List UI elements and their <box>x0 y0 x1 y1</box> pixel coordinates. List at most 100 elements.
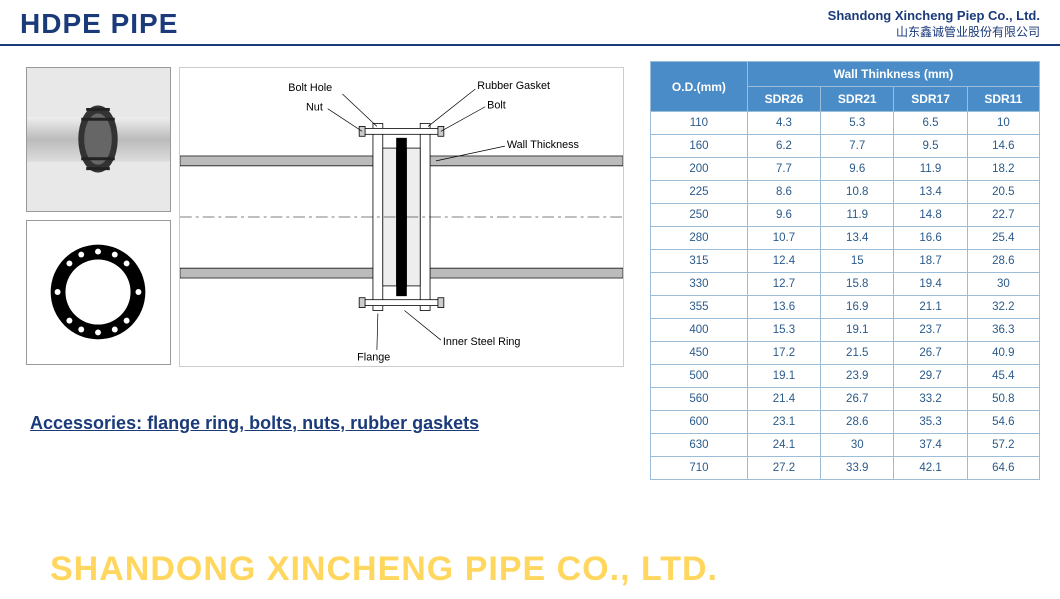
table-row: 40015.319.123.736.3 <box>651 319 1040 342</box>
cell-value: 26.7 <box>821 388 894 411</box>
cell-value: 54.6 <box>967 411 1039 434</box>
left-column: Bolt Hole Nut Rubber Gasket Bolt Wall Th… <box>20 61 630 480</box>
cell-od: 330 <box>651 273 748 296</box>
table-row: 1606.27.79.514.6 <box>651 135 1040 158</box>
company-block: Shandong Xincheng Piep Co., Ltd. 山东鑫诚管业股… <box>828 8 1040 40</box>
cell-value: 9.5 <box>894 135 967 158</box>
cell-value: 32.2 <box>967 296 1039 319</box>
table-row: 35513.616.921.132.2 <box>651 296 1040 319</box>
table-row: 56021.426.733.250.8 <box>651 388 1040 411</box>
cell-value: 33.9 <box>821 457 894 480</box>
thumb-gasket-ring <box>26 220 171 365</box>
cell-value: 21.1 <box>894 296 967 319</box>
label-wall-thickness: Wall Thickness <box>507 139 580 151</box>
cell-value: 10.7 <box>747 227 820 250</box>
cell-value: 24.1 <box>747 434 820 457</box>
cell-od: 710 <box>651 457 748 480</box>
table-row: 71027.233.942.164.6 <box>651 457 1040 480</box>
cell-value: 28.6 <box>821 411 894 434</box>
label-rubber-gasket: Rubber Gasket <box>477 80 550 92</box>
right-column: O.D.(mm) Wall Thinkness (mm) SDR26 SDR21… <box>650 61 1040 480</box>
cell-value: 22.7 <box>967 204 1039 227</box>
diagram-area: Bolt Hole Nut Rubber Gasket Bolt Wall Th… <box>20 61 630 373</box>
cell-value: 6.5 <box>894 112 967 135</box>
cell-value: 10 <box>967 112 1039 135</box>
table-row: 60023.128.635.354.6 <box>651 411 1040 434</box>
cell-value: 29.7 <box>894 365 967 388</box>
label-flange: Flange <box>357 352 390 364</box>
cell-value: 25.4 <box>967 227 1039 250</box>
cell-od: 250 <box>651 204 748 227</box>
cell-value: 12.7 <box>747 273 820 296</box>
cell-od: 315 <box>651 250 748 273</box>
table-row: 31512.41518.728.6 <box>651 250 1040 273</box>
cell-od: 225 <box>651 181 748 204</box>
accessories-caption: Accessories: flange ring, bolts, nuts, r… <box>20 413 630 434</box>
cell-value: 7.7 <box>821 135 894 158</box>
company-name-cn: 山东鑫诚管业股份有限公司 <box>828 23 1040 40</box>
cell-value: 7.7 <box>747 158 820 181</box>
cell-value: 23.9 <box>821 365 894 388</box>
th-sdr17: SDR17 <box>894 87 967 112</box>
cell-od: 500 <box>651 365 748 388</box>
cell-value: 14.8 <box>894 204 967 227</box>
cell-value: 11.9 <box>894 158 967 181</box>
table-body: 1104.35.36.5101606.27.79.514.62007.79.61… <box>651 112 1040 480</box>
cell-od: 450 <box>651 342 748 365</box>
cell-od: 400 <box>651 319 748 342</box>
cell-value: 40.9 <box>967 342 1039 365</box>
cell-value: 45.4 <box>967 365 1039 388</box>
cell-value: 15.3 <box>747 319 820 342</box>
cell-value: 21.5 <box>821 342 894 365</box>
cell-value: 27.2 <box>747 457 820 480</box>
th-sdr26: SDR26 <box>747 87 820 112</box>
cell-value: 36.3 <box>967 319 1039 342</box>
page-title: HDPE PIPE <box>20 8 178 40</box>
cell-value: 8.6 <box>747 181 820 204</box>
cell-value: 23.1 <box>747 411 820 434</box>
table-row: 1104.35.36.510 <box>651 112 1040 135</box>
th-sdr21: SDR21 <box>821 87 894 112</box>
cell-value: 64.6 <box>967 457 1039 480</box>
table-row: 2007.79.611.918.2 <box>651 158 1040 181</box>
table-row: 33012.715.819.430 <box>651 273 1040 296</box>
cell-value: 19.4 <box>894 273 967 296</box>
cell-value: 16.9 <box>821 296 894 319</box>
cell-value: 13.4 <box>894 181 967 204</box>
cell-value: 28.6 <box>967 250 1039 273</box>
header-bar: HDPE PIPE Shandong Xincheng Piep Co., Lt… <box>0 0 1060 46</box>
cell-value: 18.7 <box>894 250 967 273</box>
cell-value: 9.6 <box>747 204 820 227</box>
table-row: 28010.713.416.625.4 <box>651 227 1040 250</box>
th-wall: Wall Thinkness (mm) <box>747 62 1039 87</box>
company-name-en: Shandong Xincheng Piep Co., Ltd. <box>828 8 1040 23</box>
label-bolt: Bolt <box>487 100 506 112</box>
table-row: 45017.221.526.740.9 <box>651 342 1040 365</box>
label-bolt-hole: Bolt Hole <box>288 82 332 94</box>
cell-od: 160 <box>651 135 748 158</box>
cell-value: 30 <box>967 273 1039 296</box>
cell-value: 37.4 <box>894 434 967 457</box>
cell-value: 9.6 <box>821 158 894 181</box>
cell-value: 13.4 <box>821 227 894 250</box>
cell-od: 355 <box>651 296 748 319</box>
cell-od: 560 <box>651 388 748 411</box>
th-sdr11: SDR11 <box>967 87 1039 112</box>
cell-value: 11.9 <box>821 204 894 227</box>
cell-value: 57.2 <box>967 434 1039 457</box>
cell-od: 200 <box>651 158 748 181</box>
cell-value: 33.2 <box>894 388 967 411</box>
label-inner-steel-ring: Inner Steel Ring <box>443 336 521 348</box>
cell-od: 600 <box>651 411 748 434</box>
table-row: 2258.610.813.420.5 <box>651 181 1040 204</box>
cell-value: 42.1 <box>894 457 967 480</box>
cell-od: 110 <box>651 112 748 135</box>
wall-thickness-table: O.D.(mm) Wall Thinkness (mm) SDR26 SDR21… <box>650 61 1040 480</box>
cell-value: 21.4 <box>747 388 820 411</box>
cell-value: 30 <box>821 434 894 457</box>
th-od: O.D.(mm) <box>651 62 748 112</box>
cell-value: 20.5 <box>967 181 1039 204</box>
cell-value: 16.6 <box>894 227 967 250</box>
table-row: 2509.611.914.822.7 <box>651 204 1040 227</box>
thumb-flange-photo <box>26 67 171 212</box>
